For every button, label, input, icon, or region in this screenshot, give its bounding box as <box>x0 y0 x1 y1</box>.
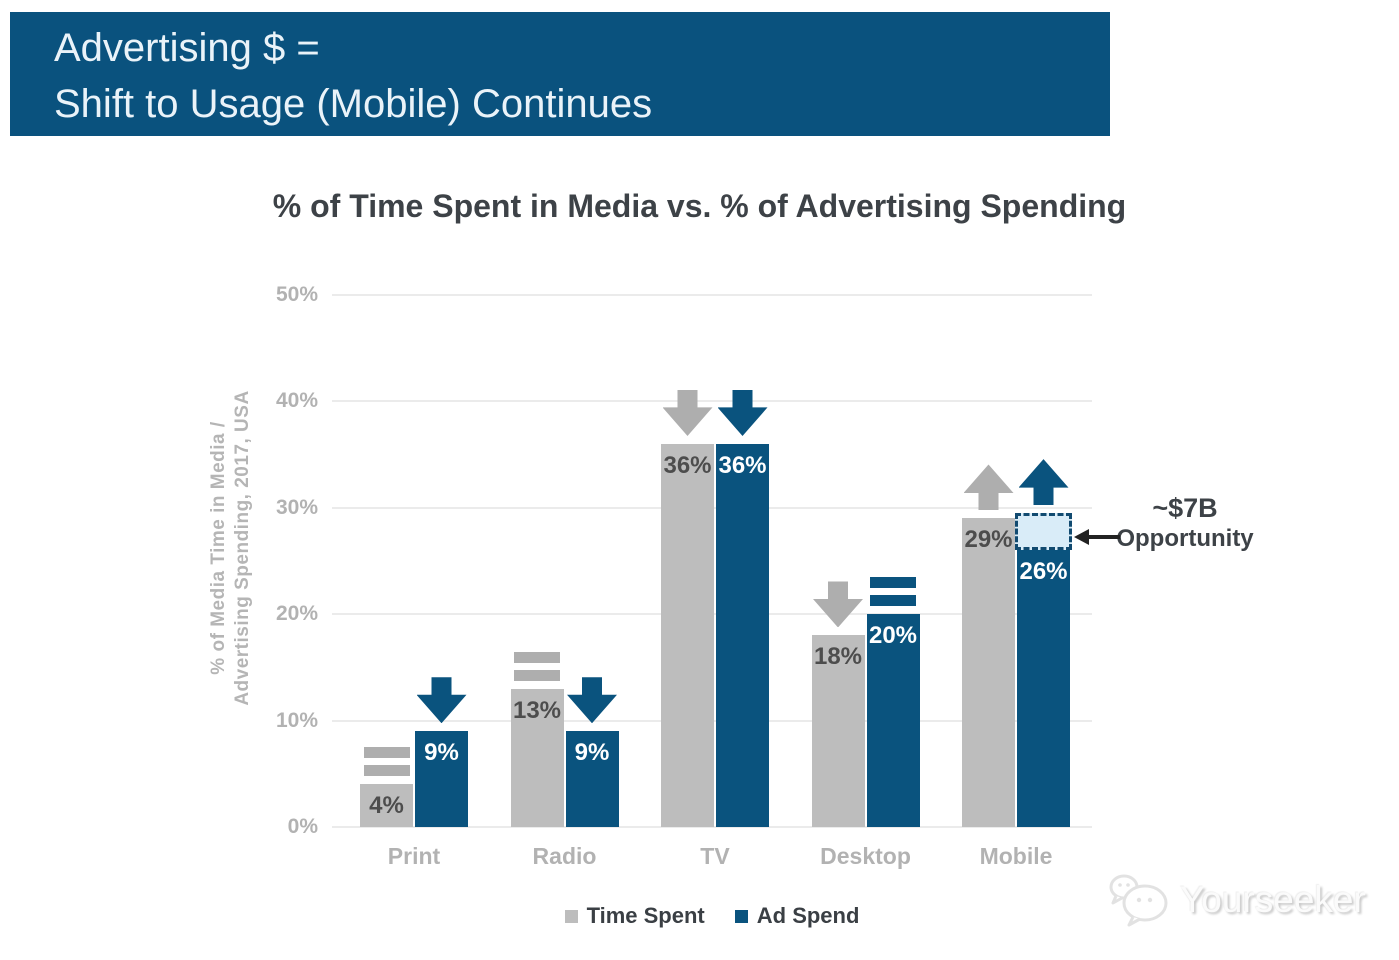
legend-swatch <box>564 909 578 923</box>
bar-mobile-ad-spend: 26% <box>1017 550 1070 827</box>
bar-radio-time-spent: 13% <box>510 688 564 827</box>
trend-down-arrow-icon <box>416 677 467 724</box>
equal-bar-top <box>870 577 916 589</box>
equal-bar-bottom <box>514 669 560 681</box>
legend-swatch <box>734 909 748 923</box>
trend-up-arrow-icon <box>963 464 1014 511</box>
legend-item-ad-spend: Ad Spend <box>734 903 860 929</box>
trend-down-arrow-icon <box>662 389 713 436</box>
legend-item-time-spent: Time Spent <box>564 903 705 929</box>
opportunity-annotation-line-2: Opportunity <box>1116 525 1254 552</box>
bar-value-label: 13% <box>512 696 562 724</box>
bar-tv-time-spent: 36% <box>661 443 714 827</box>
bar-radio-ad-spend: 9% <box>565 731 619 827</box>
legend-label: Ad Spend <box>756 903 860 928</box>
bar-value-label: 9% <box>424 739 459 767</box>
slide-title-banner: Advertising $ = Shift to Usage (Mobile) … <box>10 12 1110 136</box>
left-arrow-icon <box>1074 529 1120 545</box>
chart-legend: Time Spent Ad Spend <box>332 903 1092 929</box>
gridline <box>332 400 1092 403</box>
opportunity-annotation: ~$7B Opportunity <box>1110 492 1260 554</box>
category-label-print: Print <box>387 843 441 869</box>
y-tick-label: 10% <box>275 708 318 732</box>
trend-down-arrow-icon <box>567 677 617 724</box>
bar-desktop-ad-spend: 20% <box>866 614 920 827</box>
bar-print-ad-spend: 9% <box>415 731 468 827</box>
bar-value-label: 26% <box>1019 558 1068 586</box>
y-axis-label-line-1: % of Media Time in Media / <box>208 421 229 675</box>
trend-down-arrow-icon <box>813 581 863 628</box>
y-tick-label: 0% <box>287 815 318 838</box>
trend-up-arrow-icon <box>1018 459 1069 506</box>
banner-line-2: Shift to Usage (Mobile) Continues <box>54 82 653 126</box>
bar-value-label: 36% <box>663 451 712 479</box>
watermark-text: Yourseeker <box>1180 879 1366 920</box>
y-tick-label: 30% <box>275 495 318 519</box>
bar-value-label: 4% <box>369 792 404 820</box>
y-axis-label-line-2: Advertising Spending, 2017, USA <box>232 390 253 706</box>
equal-bar-bottom <box>363 765 410 777</box>
bar-desktop-time-spent: 18% <box>811 635 865 827</box>
bar-tv-ad-spend: 36% <box>716 443 769 827</box>
gridline <box>332 826 1092 828</box>
trend-equal-icon <box>870 577 916 613</box>
banner-line-1: Advertising $ = <box>54 26 320 70</box>
bar-value-label: 9% <box>574 739 610 767</box>
opportunity-gap-box <box>1015 513 1072 551</box>
bar-mobile-time-spent: 29% <box>962 518 1015 827</box>
trend-down-arrow-icon <box>717 389 768 436</box>
category-label-tv: TV <box>700 843 730 869</box>
opportunity-annotation-line-1: ~$7B <box>1152 493 1218 523</box>
bar-value-label: 20% <box>868 622 918 650</box>
category-label-radio: Radio <box>532 843 597 869</box>
y-tick-label: 50% <box>275 283 318 306</box>
equal-bar-top <box>514 651 560 663</box>
trend-equal-icon <box>363 747 410 783</box>
category-label-mobile: Mobile <box>979 843 1053 869</box>
equal-bar-bottom <box>870 595 916 607</box>
bar-print-time-spent: 4% <box>360 784 413 827</box>
y-tick-label: 20% <box>275 602 318 626</box>
watermark: Yourseeker <box>1108 872 1366 928</box>
equal-bar-top <box>363 747 410 759</box>
chart-title: % of Time Spent in Media vs. % of Advert… <box>272 188 1127 224</box>
wechat-icon <box>1109 874 1168 927</box>
category-label-desktop: Desktop <box>820 843 911 869</box>
gridline <box>332 294 1092 296</box>
bar-value-label: 29% <box>964 526 1013 554</box>
legend-label: Time Spent <box>586 903 705 928</box>
y-tick-label: 40% <box>275 389 318 413</box>
bar-value-label: 18% <box>813 643 863 671</box>
bar-value-label: 36% <box>718 451 767 479</box>
y-axis-label: % of Media Time in Media / Advertising S… <box>207 332 255 764</box>
trend-equal-icon <box>514 651 560 688</box>
